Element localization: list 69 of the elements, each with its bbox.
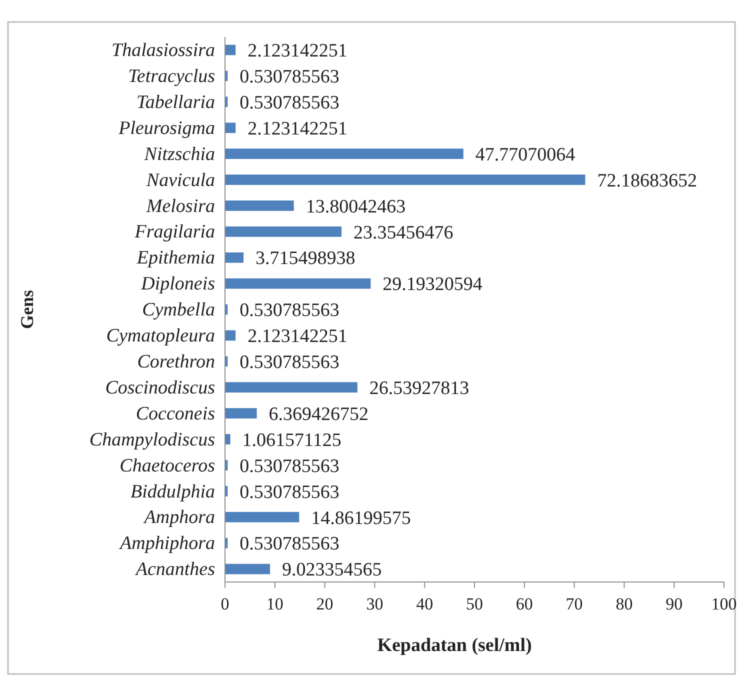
data-label: 0.530785563 [240, 66, 340, 88]
x-tick-label: 50 [466, 594, 483, 614]
data-label: 2.123142251 [248, 40, 348, 62]
data-label: 14.86199575 [311, 508, 411, 529]
data-label: 29.19320594 [382, 274, 483, 296]
y-tick-label: Cymbella [142, 300, 215, 321]
data-label: 0.530785563 [240, 92, 340, 114]
y-tick-label: Amphiphora [118, 533, 215, 554]
data-label: 47.77070064 [475, 144, 576, 166]
bar [225, 44, 236, 56]
bar [225, 278, 371, 289]
y-tick-label: Pleurosigma [118, 118, 215, 139]
y-tick-label: Tetracyclus [128, 66, 215, 88]
bar [225, 226, 342, 237]
x-tick-label: 20 [316, 594, 334, 614]
data-label: 0.530785563 [240, 456, 340, 477]
x-tick-label: 0 [220, 594, 230, 614]
data-label: 1.061571125 [242, 430, 342, 451]
y-tick-label: Cymatopleura [106, 326, 215, 347]
y-axis-title: Gens [17, 290, 37, 330]
x-tick-label: 60 [516, 594, 533, 614]
data-label: 72.18683652 [597, 170, 697, 192]
x-tick-label: 30 [366, 594, 384, 614]
data-label: 2.123142251 [248, 326, 348, 348]
bar [225, 148, 464, 159]
data-label: 23.35456476 [354, 222, 454, 244]
bar [225, 122, 236, 134]
data-label: 13.80042463 [306, 196, 406, 218]
bar [225, 330, 236, 341]
x-axis-title: Kepadatan (sel/ml) [377, 635, 532, 656]
y-tick-label: Acnanthes [134, 559, 215, 580]
y-tick-label: Chaetoceros [120, 455, 215, 476]
bar [225, 564, 270, 574]
y-tick-label: Biddulphia [130, 481, 215, 502]
data-label: 9.023354565 [282, 560, 382, 581]
x-tick-label: 80 [616, 594, 633, 614]
bar [225, 434, 230, 444]
y-tick-label: Nitzschia [143, 144, 215, 165]
y-tick-label: Corethron [137, 351, 215, 372]
y-tick-label: Epithemia [136, 248, 215, 269]
data-label: 2.123142251 [248, 118, 348, 140]
bar [225, 252, 244, 263]
bar [225, 408, 257, 418]
bar [225, 512, 300, 522]
data-label: 6.369426752 [268, 404, 369, 425]
y-tick-label: Thalasiossira [112, 40, 215, 62]
y-tick-label: Coscinodiscus [105, 377, 215, 398]
x-tick-label: 90 [666, 594, 683, 614]
y-tick-label: Champylodiscus [89, 429, 215, 450]
x-tick-label: 70 [566, 594, 583, 614]
bar [225, 382, 358, 393]
bar [225, 174, 586, 185]
data-label: 3.715498938 [256, 248, 356, 270]
data-label: 0.530785563 [240, 352, 340, 374]
data-label: 26.53927813 [369, 378, 470, 400]
y-tick-label: Fragilaria [134, 222, 215, 243]
data-label: 0.530785563 [240, 482, 340, 503]
y-tick-label: Diploneis [140, 274, 215, 295]
data-label: 0.530785563 [240, 534, 340, 555]
y-tick-label: Tabellaria [136, 92, 215, 113]
x-tick-label: 100 [711, 594, 737, 614]
y-tick-label: Navicula [145, 170, 215, 191]
bar [225, 200, 294, 211]
y-tick-label: Amphora [142, 507, 215, 528]
x-tick-label: 10 [266, 594, 284, 614]
data-label: 0.530785563 [240, 300, 340, 322]
x-tick-label: 40 [416, 594, 434, 614]
y-tick-label: Cocconeis [136, 403, 215, 424]
y-tick-label: Melosira [145, 196, 215, 217]
